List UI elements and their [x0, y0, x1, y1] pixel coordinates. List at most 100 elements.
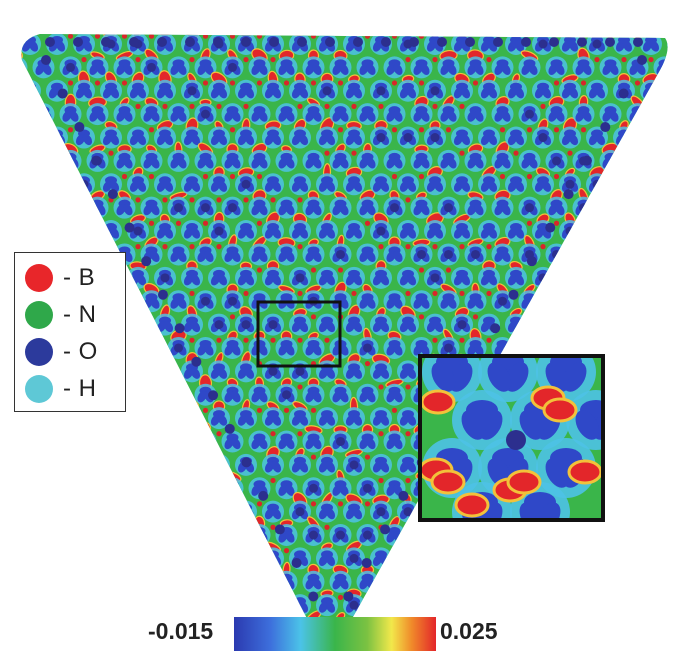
potential-halo [140, 383, 163, 406]
positive-patch [132, 631, 144, 646]
negative-lobe [251, 106, 268, 122]
potential-halo [667, 34, 668, 55]
edge-oxygen-atom [325, 37, 335, 47]
negative-lobe [399, 597, 417, 613]
potential-halo [113, 430, 136, 453]
oxygen-atom [187, 600, 197, 610]
positive-patch [90, 656, 106, 671]
potential-halo [0, 407, 14, 429]
boron-atom [432, 56, 438, 63]
potential-halo [519, 664, 541, 671]
potential-halo [21, 640, 41, 646]
negative-lobe [695, 550, 700, 567]
boron-atom [351, 290, 357, 297]
boron-atom [297, 197, 303, 203]
negative-lobe [35, 199, 52, 216]
potential-halo [46, 453, 68, 476]
positive-patch [604, 282, 617, 297]
negative-lobe [278, 246, 295, 263]
positive-patch [21, 494, 39, 506]
negative-lobe [0, 597, 13, 614]
potential-halo [465, 664, 487, 671]
potential-halo [465, 10, 487, 32]
potential-halo [626, 430, 649, 453]
negative-lobe [682, 387, 700, 404]
negative-lobe [115, 13, 135, 30]
boron-atom [567, 244, 573, 250]
boron-atom [243, 290, 249, 297]
negative-lobe [251, 152, 268, 169]
potential-halo [140, 430, 163, 453]
potential-halo [559, 594, 581, 617]
positive-patch [390, 657, 400, 671]
negative-lobe [156, 176, 174, 192]
boron-atom [580, 594, 587, 600]
oxygen-atom [174, 203, 183, 213]
boron-atom [189, 197, 195, 203]
positive-patch [603, 610, 618, 623]
negative-lobe [224, 152, 241, 169]
positive-patch [131, 444, 145, 462]
oxygen-atom [376, 133, 386, 143]
potential-halo [46, 126, 68, 149]
negative-lobe [642, 550, 660, 566]
boron-atom [162, 103, 168, 109]
potential-halo [235, 500, 257, 523]
boron-atom [54, 10, 59, 15]
negative-lobe [615, 269, 633, 286]
potential-halo [478, 594, 500, 617]
oxygen-atom [160, 600, 170, 610]
negative-lobe [520, 667, 540, 671]
negative-lobe [183, 456, 201, 473]
negative-lobe [116, 59, 133, 75]
positive-patch [132, 401, 144, 412]
negative-lobe [601, 667, 621, 671]
negative-lobe [602, 246, 619, 263]
negative-lobe [331, 13, 351, 30]
negative-lobe [668, 457, 688, 474]
oxygen-atom [430, 553, 440, 563]
edge-oxygen-atom [74, 122, 85, 133]
oxygen-atom [633, 390, 642, 400]
oxygen-atom [79, 179, 89, 189]
negative-lobe [588, 223, 606, 239]
negative-lobe [210, 503, 228, 520]
potential-halo [599, 617, 622, 640]
negative-lobe [34, 13, 54, 30]
positive-patch [696, 633, 700, 647]
oxygen-atom [430, 273, 440, 283]
edge-oxygen-atom [633, 37, 643, 47]
negative-lobe [682, 621, 700, 638]
positive-patch [47, 589, 67, 598]
negative-lobe [237, 597, 255, 613]
boron-atom [297, 431, 303, 437]
potential-halo [249, 10, 271, 32]
positive-patch [696, 166, 700, 180]
boron-atom [270, 337, 276, 343]
edge-oxygen-atom [308, 591, 319, 602]
potential-halo [6, 664, 28, 671]
oxygen-atom [66, 62, 75, 72]
negative-lobe [305, 59, 322, 75]
positive-patch [399, 587, 417, 600]
edge-oxygen-atom [605, 37, 615, 47]
negative-lobe [655, 13, 675, 30]
boron-atom [634, 594, 641, 600]
potential-halo [572, 570, 595, 593]
potential-halo [154, 360, 176, 383]
negative-lobe [35, 527, 52, 543]
edge-oxygen-atom [563, 189, 574, 200]
oxygen-atom [241, 320, 251, 330]
negative-lobe [156, 503, 174, 520]
positive-patch [497, 564, 508, 576]
negative-lobe [682, 59, 700, 76]
negative-lobe [89, 573, 106, 590]
negative-lobe [156, 129, 174, 146]
positive-patch [8, 658, 25, 669]
potential-halo [491, 570, 514, 593]
negative-lobe [304, 13, 324, 30]
oxygen-atom [363, 483, 372, 493]
oxygen-atom [471, 530, 480, 540]
negative-lobe [251, 246, 268, 263]
negative-lobe [493, 667, 513, 671]
